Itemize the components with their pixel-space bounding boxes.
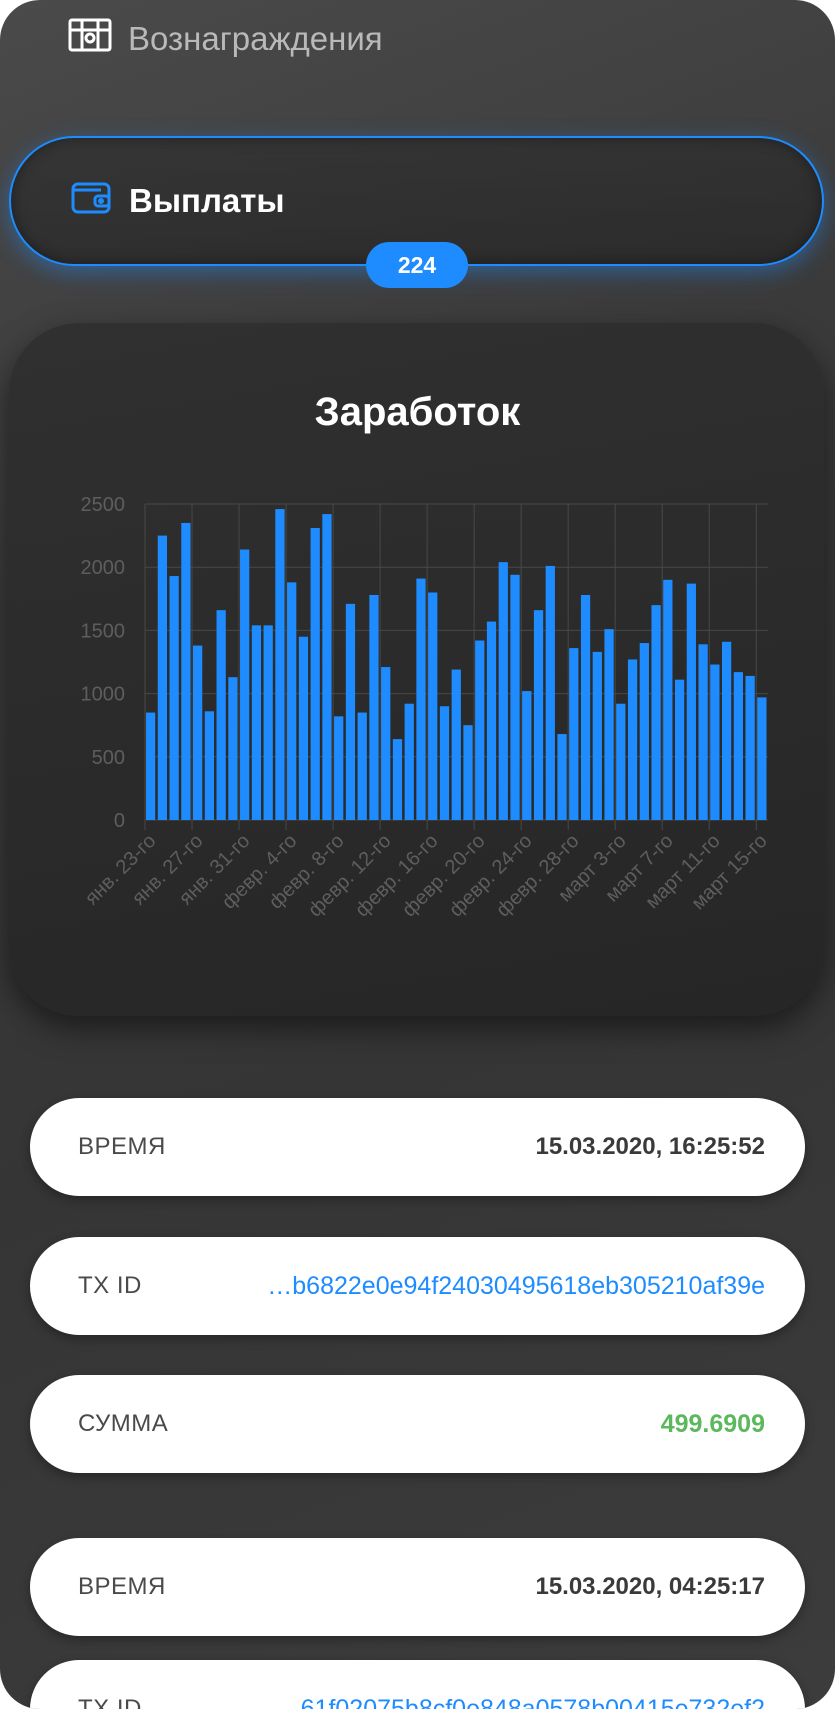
txid-label: TX ID [78,1272,142,1299]
chart-bar[interactable] [604,629,614,820]
time-label: ВРЕМЯ [78,1133,166,1160]
chart-bar[interactable] [310,528,320,820]
chart-bar[interactable] [439,706,450,820]
chart-bar[interactable] [381,667,391,820]
chart-bar[interactable] [475,640,485,820]
nav-item-payouts-label: Выплаты [129,182,285,219]
txid-link[interactable]: 61f02075b8cf0e848a0578b00415e732ef2 [300,1694,765,1709]
chart-bar[interactable] [298,636,309,820]
chart-bar[interactable] [698,644,708,820]
chart-bar[interactable] [369,595,379,820]
chart-bar[interactable] [146,712,156,820]
chart-bar[interactable] [263,625,273,820]
tx2-txid-row: TX ID 61f02075b8cf0e848a0578b00415e732ef… [30,1660,805,1709]
chart-bar[interactable] [287,582,297,820]
chart-bar[interactable] [651,605,661,820]
chart-bar[interactable] [216,610,226,820]
chart-bar[interactable] [557,734,567,820]
chart-bar[interactable] [428,592,438,820]
chart-bar[interactable] [392,739,403,820]
chart-bar[interactable] [228,677,238,820]
chart-bar[interactable] [345,603,356,820]
chart-bar[interactable] [757,697,767,820]
tx1-amount-row: СУММА 499.6909 [30,1375,805,1473]
chart-bar[interactable] [404,703,414,820]
wallet-icon [71,180,111,222]
chart-title: Заработок [314,390,521,434]
gift-box-icon [68,18,112,60]
chart-bar[interactable] [169,576,179,820]
chart-bar[interactable] [733,672,743,820]
chart-bar[interactable] [181,522,191,820]
chart-bar[interactable] [710,664,720,820]
tx1-txid-row: TX ID …b6822e0e94f24030495618eb305210af3… [30,1237,805,1335]
chart-bar[interactable] [745,675,755,820]
chart-bar[interactable] [639,643,649,820]
txid-label: TX ID [78,1695,142,1709]
nav-item-rewards-label: Вознаграждения [128,20,383,57]
chart-bar[interactable] [486,621,497,820]
chart-bar[interactable] [275,509,285,820]
chart-bar[interactable] [451,669,461,820]
tx2-time-row: ВРЕМЯ 15.03.2020, 04:25:17 [30,1538,805,1636]
chart-bar[interactable] [357,712,367,820]
chart-bar[interactable] [498,562,508,820]
chart-bar[interactable] [510,574,520,820]
nav-item-rewards[interactable]: Вознаграждения [68,14,383,64]
time-value: 15.03.2020, 16:25:52 [535,1133,765,1160]
time-value: 15.03.2020, 04:25:17 [535,1573,765,1600]
amount-value: 499.6909 [660,1409,765,1438]
y-tick-label: 500 [92,747,125,769]
chart-bar[interactable] [569,648,579,820]
chart-bar[interactable] [580,595,591,820]
chart-bar[interactable] [592,651,602,820]
y-tick-label: 1000 [81,684,126,706]
time-label: ВРЕМЯ [78,1573,166,1600]
chart-bar[interactable] [545,565,555,820]
chart-bar[interactable] [251,625,262,820]
txid-link[interactable]: …b6822e0e94f24030495618eb305210af39e [267,1271,765,1300]
chart-bar[interactable] [334,716,344,820]
chart-bar[interactable] [686,583,696,820]
chart-bar[interactable] [663,579,673,820]
chart-bar[interactable] [627,659,638,820]
chart-bar[interactable] [463,725,473,820]
chart-bar[interactable] [522,691,532,820]
chart-bar[interactable] [616,703,626,820]
chart-bar[interactable] [193,645,203,820]
chart-bar[interactable] [157,535,168,820]
payouts-count-badge: 224 [366,242,468,288]
y-tick-label: 1500 [81,620,126,642]
tx1-time-row: ВРЕМЯ 15.03.2020, 16:25:52 [30,1098,805,1196]
chart-bar[interactable] [240,549,250,820]
y-tick-label: 0 [114,810,125,832]
chart-bar[interactable] [204,711,215,820]
chart-bar[interactable] [721,641,732,820]
y-tick-label: 2500 [81,494,126,516]
chart-bar[interactable] [533,610,544,820]
y-tick-label: 2000 [81,557,126,579]
chart-bar[interactable] [416,578,426,820]
chart-bar[interactable] [674,679,685,820]
chart-bar[interactable] [322,514,332,820]
amount-label: СУММА [78,1410,169,1437]
